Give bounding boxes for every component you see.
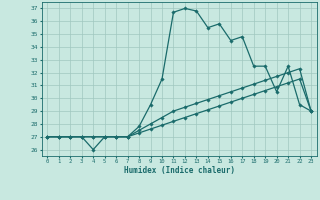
X-axis label: Humidex (Indice chaleur): Humidex (Indice chaleur) bbox=[124, 166, 235, 175]
